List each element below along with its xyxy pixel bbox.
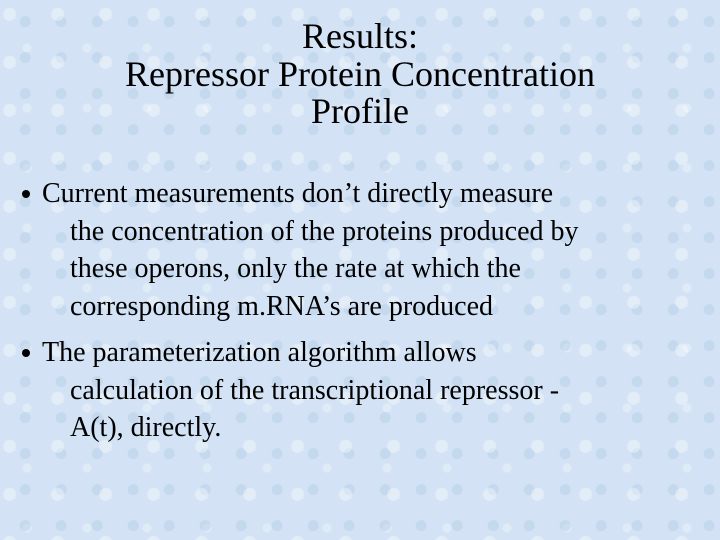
bullet-line: the concentration of the proteins produc…	[70, 215, 579, 247]
bullet-marker	[22, 349, 30, 357]
bullet-item: Current measurements don’t directly meas…	[22, 175, 712, 325]
bullet-list: Current measurements don’t directly meas…	[22, 175, 712, 456]
bullet-item: The parameterization algorithm allows ca…	[22, 334, 712, 447]
bullet-line: A(t), directly.	[70, 412, 222, 443]
slide-title: Results: Repressor Protein Concentration…	[0, 16, 720, 131]
bullet-line: The parameterization algorithm allows	[42, 337, 477, 368]
title-line: Repressor Protein Concentration	[125, 53, 595, 94]
title-line: Results:	[301, 16, 418, 56]
bullet-line: corresponding m.RNA’s are produced	[70, 290, 494, 322]
title-line: Profile	[311, 91, 409, 131]
bullet-line: calculation of the transcriptional repre…	[70, 374, 560, 406]
bullet-line: Current measurements don’t directly meas…	[42, 178, 554, 209]
bullet-line: these operons, only the rate at which th…	[70, 253, 521, 284]
bullet-marker	[22, 190, 30, 198]
